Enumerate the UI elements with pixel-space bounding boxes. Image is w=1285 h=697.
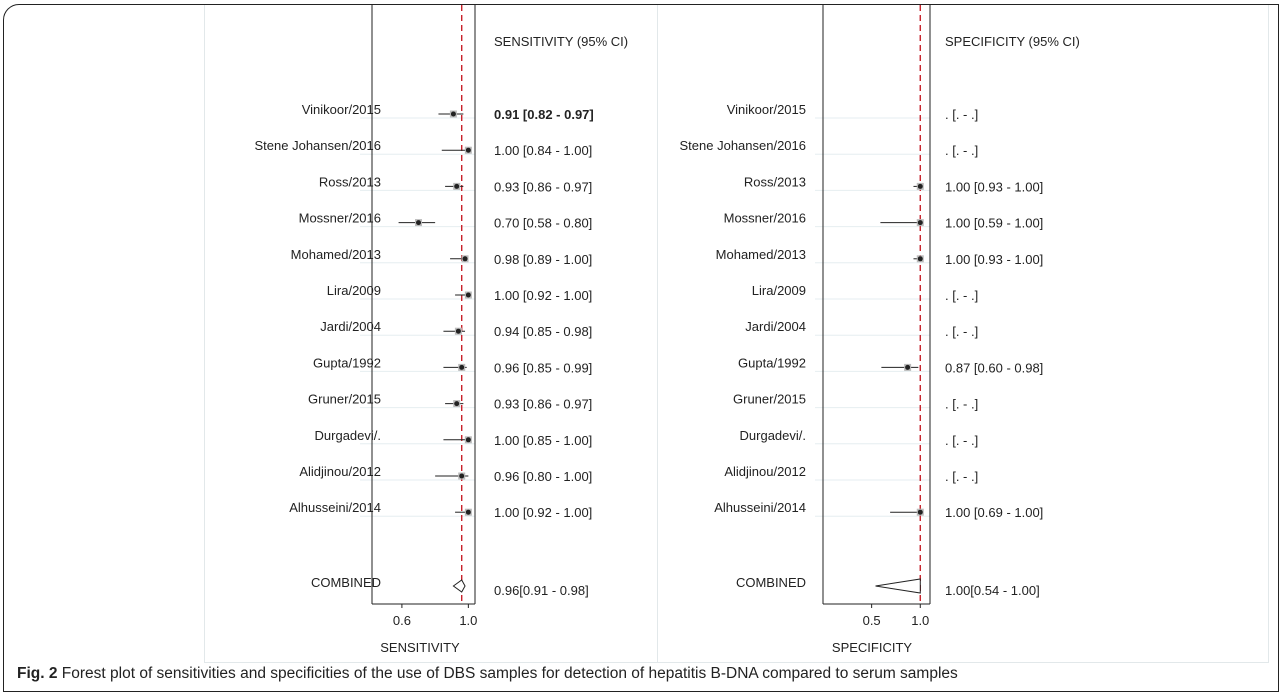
study-label: Mohamed/2013 xyxy=(291,247,381,262)
point-marker xyxy=(450,111,456,117)
ci-label: 0.93 [0.86 - 0.97] xyxy=(494,179,592,194)
ci-label: 1.00 [0.93 - 1.00] xyxy=(945,179,1043,194)
point-marker xyxy=(459,473,465,479)
x-tick-label: 0.6 xyxy=(393,613,411,628)
ci-label: 0.91 [0.82 - 0.97] xyxy=(494,107,594,122)
figure-number: Fig. 2 xyxy=(17,665,58,682)
ci-label: . [. - .] xyxy=(945,433,978,448)
x-axis-title: SENSITIVITY xyxy=(380,640,460,655)
study-label: Lira/2009 xyxy=(752,283,806,298)
combined-ci-label: 0.96[0.91 - 0.98] xyxy=(494,583,589,598)
study-label: Stene Johansen/2016 xyxy=(255,138,382,153)
study-label: Durgadevi/. xyxy=(740,428,806,443)
figure-caption: Fig. 2 Forest plot of sensitivities and … xyxy=(17,665,1267,683)
ci-label: 0.93 [0.86 - 0.97] xyxy=(494,397,592,412)
point-marker xyxy=(462,256,468,262)
point-marker xyxy=(465,509,471,515)
study-label: Vinikoor/2015 xyxy=(727,102,806,117)
point-marker xyxy=(917,220,923,226)
x-tick-label: 1.0 xyxy=(911,613,929,628)
x-axis-title: SPECIFICITY xyxy=(832,640,913,655)
study-label: Mossner/2016 xyxy=(724,211,806,226)
ci-label: . [. - .] xyxy=(945,143,978,158)
study-label: Lira/2009 xyxy=(327,283,381,298)
study-label: Alhusseini/2014 xyxy=(289,500,381,515)
plot-area xyxy=(204,5,1269,663)
point-marker xyxy=(465,292,471,298)
ci-column-header: SPECIFICITY (95% CI) xyxy=(945,34,1080,49)
point-marker xyxy=(454,401,460,407)
ci-label: . [. - .] xyxy=(945,107,978,122)
study-label: Alidjinou/2012 xyxy=(299,464,381,479)
point-marker xyxy=(917,509,923,515)
ci-label: 0.96 [0.80 - 1.00] xyxy=(494,469,592,484)
point-marker xyxy=(465,437,471,443)
ci-column-header: SENSITIVITY (95% CI) xyxy=(494,34,628,49)
ci-label: 0.94 [0.85 - 0.98] xyxy=(494,324,592,339)
study-label: Alidjinou/2012 xyxy=(724,464,806,479)
ci-label: 1.00 [0.69 - 1.00] xyxy=(945,505,1043,520)
point-marker xyxy=(459,364,465,370)
ci-label: 1.00 [0.93 - 1.00] xyxy=(945,252,1043,267)
ci-label: 0.87 [0.60 - 0.98] xyxy=(945,360,1043,375)
caption-text: Forest plot of sensitivities and specifi… xyxy=(57,665,958,682)
ci-label: . [. - .] xyxy=(945,469,978,484)
ci-label: 0.70 [0.58 - 0.80] xyxy=(494,216,592,231)
study-label: Vinikoor/2015 xyxy=(302,102,381,117)
specificity-panel xyxy=(815,5,931,608)
ci-label: 1.00 [0.92 - 1.00] xyxy=(494,505,592,520)
study-label: Alhusseini/2014 xyxy=(714,500,806,515)
study-label: Gupta/1992 xyxy=(738,355,806,370)
study-label: Stene Johansen/2016 xyxy=(680,138,807,153)
study-label: Gruner/2015 xyxy=(733,392,806,407)
study-label: Mossner/2016 xyxy=(299,211,381,226)
ci-label: . [. - .] xyxy=(945,288,978,303)
study-label: Gruner/2015 xyxy=(308,392,381,407)
x-tick-label: 0.5 xyxy=(863,613,881,628)
study-label: Durgadevi/. xyxy=(315,428,381,443)
combined-label: COMBINED xyxy=(736,575,806,590)
ci-label: 1.00 [0.92 - 1.00] xyxy=(494,288,592,303)
combined-diamond xyxy=(452,579,466,593)
combined-ci-label: 1.00[0.54 - 1.00] xyxy=(945,583,1040,598)
point-marker xyxy=(416,220,422,226)
point-marker xyxy=(455,328,461,334)
point-marker xyxy=(917,183,923,189)
point-marker xyxy=(917,256,923,262)
ci-label: 0.98 [0.89 - 1.00] xyxy=(494,252,592,267)
ci-label: 0.96 [0.85 - 0.99] xyxy=(494,360,592,375)
ci-label: 1.00 [0.84 - 1.00] xyxy=(494,143,592,158)
x-tick-label: 1.0 xyxy=(459,613,477,628)
study-label: Jardi/2004 xyxy=(745,319,806,334)
ci-label: . [. - .] xyxy=(945,324,978,339)
combined-diamond xyxy=(875,578,921,594)
panel-divider xyxy=(657,5,658,663)
sensitivity-panel xyxy=(360,5,476,608)
ci-label: . [. - .] xyxy=(945,397,978,412)
ci-label: 1.00 [0.85 - 1.00] xyxy=(494,433,592,448)
forest-plot: Vinikoor/2015 0.91 [0.82 - 0.97] Stene Joh… xyxy=(255,5,1080,655)
study-label: Ross/2013 xyxy=(744,174,806,189)
point-marker xyxy=(454,183,460,189)
figure-frame xyxy=(3,4,1279,692)
study-label: Jardi/2004 xyxy=(320,319,381,334)
combined-label: COMBINED xyxy=(311,575,381,590)
study-label: Mohamed/2013 xyxy=(716,247,806,262)
ci-label: 1.00 [0.59 - 1.00] xyxy=(945,216,1043,231)
point-marker xyxy=(465,147,471,153)
point-marker xyxy=(905,364,911,370)
study-label: Gupta/1992 xyxy=(313,355,381,370)
study-label: Ross/2013 xyxy=(319,174,381,189)
